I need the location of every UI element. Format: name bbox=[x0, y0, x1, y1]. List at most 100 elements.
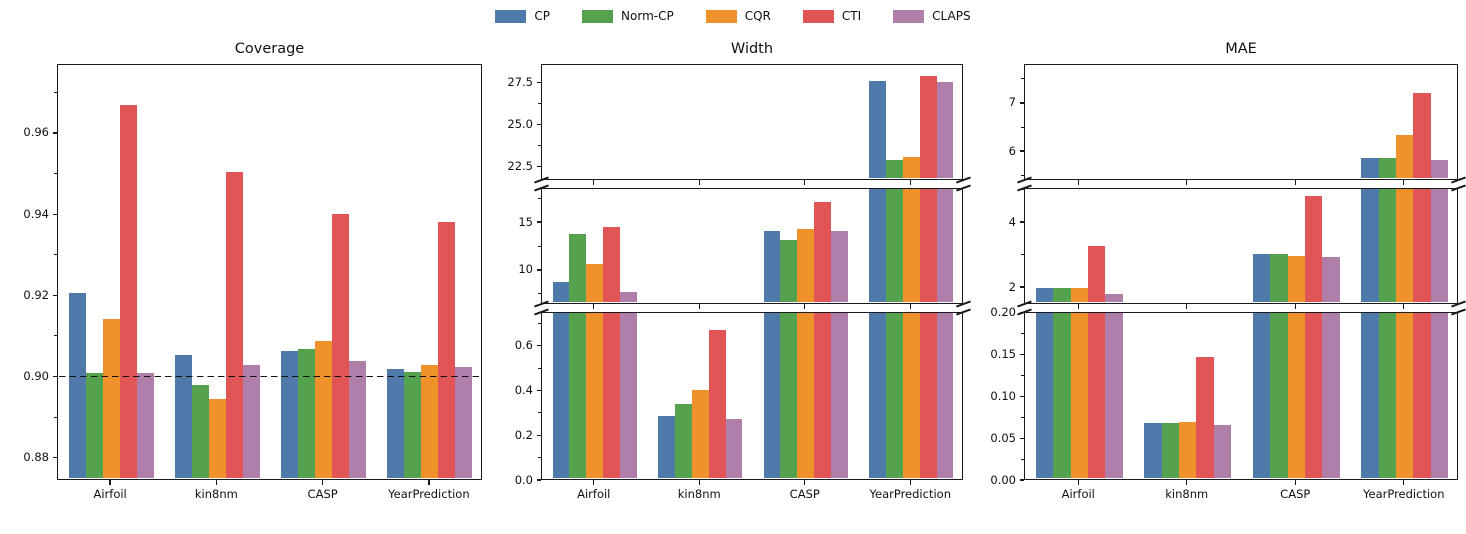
axis-break-icon bbox=[1450, 308, 1466, 316]
x-tick bbox=[1294, 180, 1296, 185]
bar-cti-kin8nm bbox=[225, 171, 243, 478]
bar-cp-airfoil bbox=[68, 292, 86, 478]
y-tick-label: 10 bbox=[518, 262, 533, 277]
x-tick bbox=[215, 480, 218, 485]
x-tick bbox=[593, 480, 595, 485]
bar-cp-airfoil bbox=[1035, 313, 1054, 478]
y-minor-tick bbox=[538, 367, 541, 369]
x-tick bbox=[1186, 304, 1188, 309]
bar-cqr-yearprediction bbox=[902, 313, 920, 478]
y-major-tick bbox=[536, 221, 541, 223]
y-minor-tick bbox=[538, 322, 541, 324]
bar-norm-cp-airfoil bbox=[85, 373, 103, 478]
bar-cp-yearprediction bbox=[1361, 313, 1379, 478]
y-major-tick bbox=[1019, 102, 1024, 104]
bar-norm-cp-yearprediction bbox=[885, 189, 903, 302]
y-tick-label: 0.0 bbox=[514, 472, 533, 487]
x-tick bbox=[593, 180, 595, 185]
y-major-tick bbox=[536, 165, 541, 168]
y-minor-tick bbox=[1021, 458, 1024, 460]
x-tick bbox=[909, 304, 911, 309]
bar-cp-yearprediction bbox=[869, 189, 886, 302]
bar-cti-kin8nm bbox=[1196, 357, 1214, 478]
bar-cqr-casp bbox=[1287, 313, 1305, 478]
x-category-label-airfoil: Airfoil bbox=[577, 487, 611, 501]
y-tick-label: 2 bbox=[1008, 279, 1016, 294]
legend: CP Norm-CP CQR CTI CLAPS bbox=[0, 4, 1466, 28]
legend-item-cqr: CQR bbox=[705, 9, 771, 23]
x-tick bbox=[1403, 480, 1405, 485]
legend-label: CTI bbox=[841, 9, 862, 23]
y-tick-label: 0.05 bbox=[990, 430, 1016, 445]
y-major-tick bbox=[536, 389, 541, 392]
bar-cti-casp bbox=[814, 201, 832, 302]
bar-cqr-yearprediction bbox=[1396, 189, 1414, 302]
x-tick bbox=[428, 480, 430, 485]
y-minor-tick bbox=[538, 412, 541, 414]
x-tick bbox=[804, 304, 806, 309]
bar-cp-yearprediction bbox=[1361, 189, 1379, 302]
y-minor-tick bbox=[1021, 375, 1024, 377]
bar-cqr-casp bbox=[797, 313, 815, 478]
axes-segment-width-2 bbox=[541, 312, 963, 480]
bar-claps-yearprediction bbox=[936, 189, 954, 302]
bar-cp-yearprediction bbox=[869, 313, 886, 478]
x-tick bbox=[909, 480, 911, 485]
bar-cti-yearprediction bbox=[1413, 189, 1431, 302]
legend-item-cti: CTI bbox=[802, 9, 862, 23]
legend-label: CLAPS bbox=[932, 9, 971, 23]
bar-cqr-casp bbox=[315, 341, 333, 478]
axes-segment-width-0 bbox=[541, 64, 963, 180]
y-major-tick bbox=[52, 375, 57, 378]
bar-cp-airfoil bbox=[552, 313, 570, 478]
y-major-tick bbox=[536, 434, 541, 436]
legend-swatch-claps-icon bbox=[893, 9, 925, 23]
chart-title-width: Width bbox=[730, 41, 774, 57]
y-minor-tick bbox=[1021, 78, 1024, 80]
axes-segment-width-1 bbox=[541, 188, 963, 304]
y-minor-tick bbox=[54, 254, 57, 256]
bar-norm-cp-yearprediction bbox=[1378, 157, 1397, 178]
x-tick bbox=[1077, 180, 1079, 185]
bar-norm-cp-yearprediction bbox=[885, 159, 903, 178]
x-tick bbox=[109, 480, 111, 485]
bar-cti-yearprediction bbox=[919, 189, 937, 302]
x-category-label-yearprediction: YearPrediction bbox=[1363, 487, 1445, 501]
bar-cp-kin8nm bbox=[1144, 423, 1162, 478]
x-tick bbox=[593, 304, 595, 309]
x-tick bbox=[1186, 480, 1188, 485]
y-minor-tick bbox=[1021, 174, 1024, 176]
bar-norm-cp-yearprediction bbox=[885, 313, 903, 478]
bar-cqr-airfoil bbox=[1070, 313, 1088, 478]
y-tick-label: 0.20 bbox=[990, 305, 1016, 320]
bar-cti-yearprediction bbox=[919, 75, 937, 178]
x-category-label-casp: CASP bbox=[1280, 487, 1311, 501]
bar-cp-yearprediction bbox=[1361, 158, 1379, 178]
bar-cti-casp bbox=[814, 313, 832, 478]
bar-claps-casp bbox=[831, 230, 848, 302]
bar-norm-cp-yearprediction bbox=[1378, 189, 1397, 302]
bar-norm-cp-yearprediction bbox=[404, 372, 422, 478]
bar-claps-yearprediction bbox=[1430, 160, 1449, 178]
bar-cti-casp bbox=[332, 214, 350, 478]
y-minor-tick bbox=[538, 245, 541, 247]
bar-claps-airfoil bbox=[1105, 313, 1123, 478]
bar-claps-casp bbox=[349, 361, 367, 478]
y-tick-label: 27.5 bbox=[507, 74, 533, 89]
bar-norm-cp-airfoil bbox=[569, 313, 587, 478]
chart-title-mae: MAE bbox=[1225, 41, 1257, 57]
bar-cti-yearprediction bbox=[1413, 92, 1431, 178]
y-minor-tick bbox=[1021, 416, 1024, 418]
y-minor-tick bbox=[54, 91, 57, 93]
y-minor-tick bbox=[54, 335, 57, 337]
x-tick bbox=[1294, 480, 1296, 485]
bar-cti-kin8nm bbox=[708, 329, 726, 478]
y-tick-label: 0.92 bbox=[23, 287, 49, 302]
y-major-tick bbox=[536, 123, 541, 126]
bar-claps-airfoil bbox=[1105, 293, 1123, 302]
x-tick bbox=[804, 480, 806, 485]
bar-norm-cp-airfoil bbox=[1053, 288, 1071, 302]
bar-claps-airfoil bbox=[620, 313, 637, 478]
bar-cp-kin8nm bbox=[658, 416, 675, 478]
